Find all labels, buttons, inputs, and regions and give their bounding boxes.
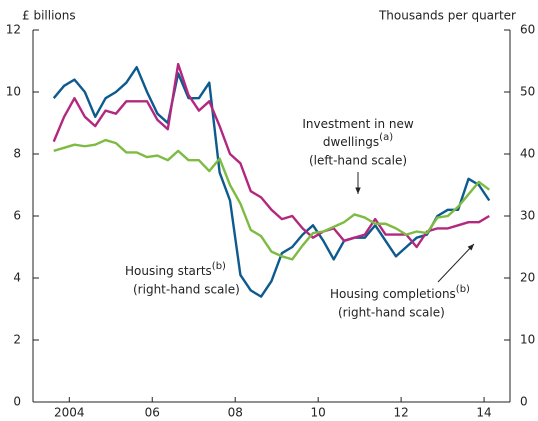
- y2-tick-label: 0: [520, 395, 528, 409]
- y2-tick-label: 50: [520, 85, 535, 99]
- x-tick-label: 2004: [54, 406, 85, 420]
- y-axis-label: £ billions: [22, 9, 76, 23]
- arrow-head: [355, 187, 361, 194]
- series-line: [53, 138, 490, 261]
- x-tick-label: 12: [393, 406, 408, 420]
- y2-tick-label: 30: [520, 209, 535, 223]
- y-tick-label: 6: [13, 209, 21, 223]
- y2-tick-label: 60: [520, 23, 535, 37]
- annotation-scale: (left-hand scale): [309, 154, 407, 168]
- annotation: Investment in new: [302, 117, 414, 131]
- annotation-text: Investment in new: [302, 117, 414, 131]
- annotation-text: Housing starts: [125, 264, 212, 278]
- annotation-text: dwellings: [323, 135, 379, 149]
- arrow-head: [467, 244, 474, 251]
- y2-tick-label: 40: [520, 147, 535, 161]
- y-tick-label: 2: [13, 333, 21, 347]
- annotation-scale: (right-hand scale): [338, 306, 445, 320]
- series-line: [52, 66, 491, 298]
- x-tick-label: 08: [228, 406, 243, 420]
- x-tick-label: 14: [476, 406, 491, 420]
- annotation-note: (a): [379, 132, 393, 143]
- annotation-scale: (right-hand scale): [133, 283, 240, 297]
- x-tick-label: 06: [145, 406, 160, 420]
- y-tick-label: 4: [13, 271, 21, 285]
- annotation-note: (b): [212, 261, 226, 272]
- y-tick-label: 12: [6, 23, 21, 37]
- series-line: [52, 62, 490, 249]
- annotation: dwellings(a): [323, 132, 393, 149]
- y2-axis-label: Thousands per quarter: [378, 9, 516, 23]
- y2-tick-label: 10: [520, 333, 535, 347]
- annotation-arrow: [437, 243, 475, 283]
- annotation-note: (b): [456, 284, 470, 295]
- annotation: Housing starts(b): [125, 261, 226, 278]
- x-tick-label: 10: [311, 406, 326, 420]
- y-tick-label: 8: [13, 147, 21, 161]
- annotation: Housing completions(b): [330, 284, 470, 301]
- y-tick-label: 10: [6, 85, 21, 99]
- y2-tick-label: 20: [520, 271, 535, 285]
- annotation-text: Housing completions: [330, 287, 456, 301]
- y-tick-label: 0: [13, 395, 21, 409]
